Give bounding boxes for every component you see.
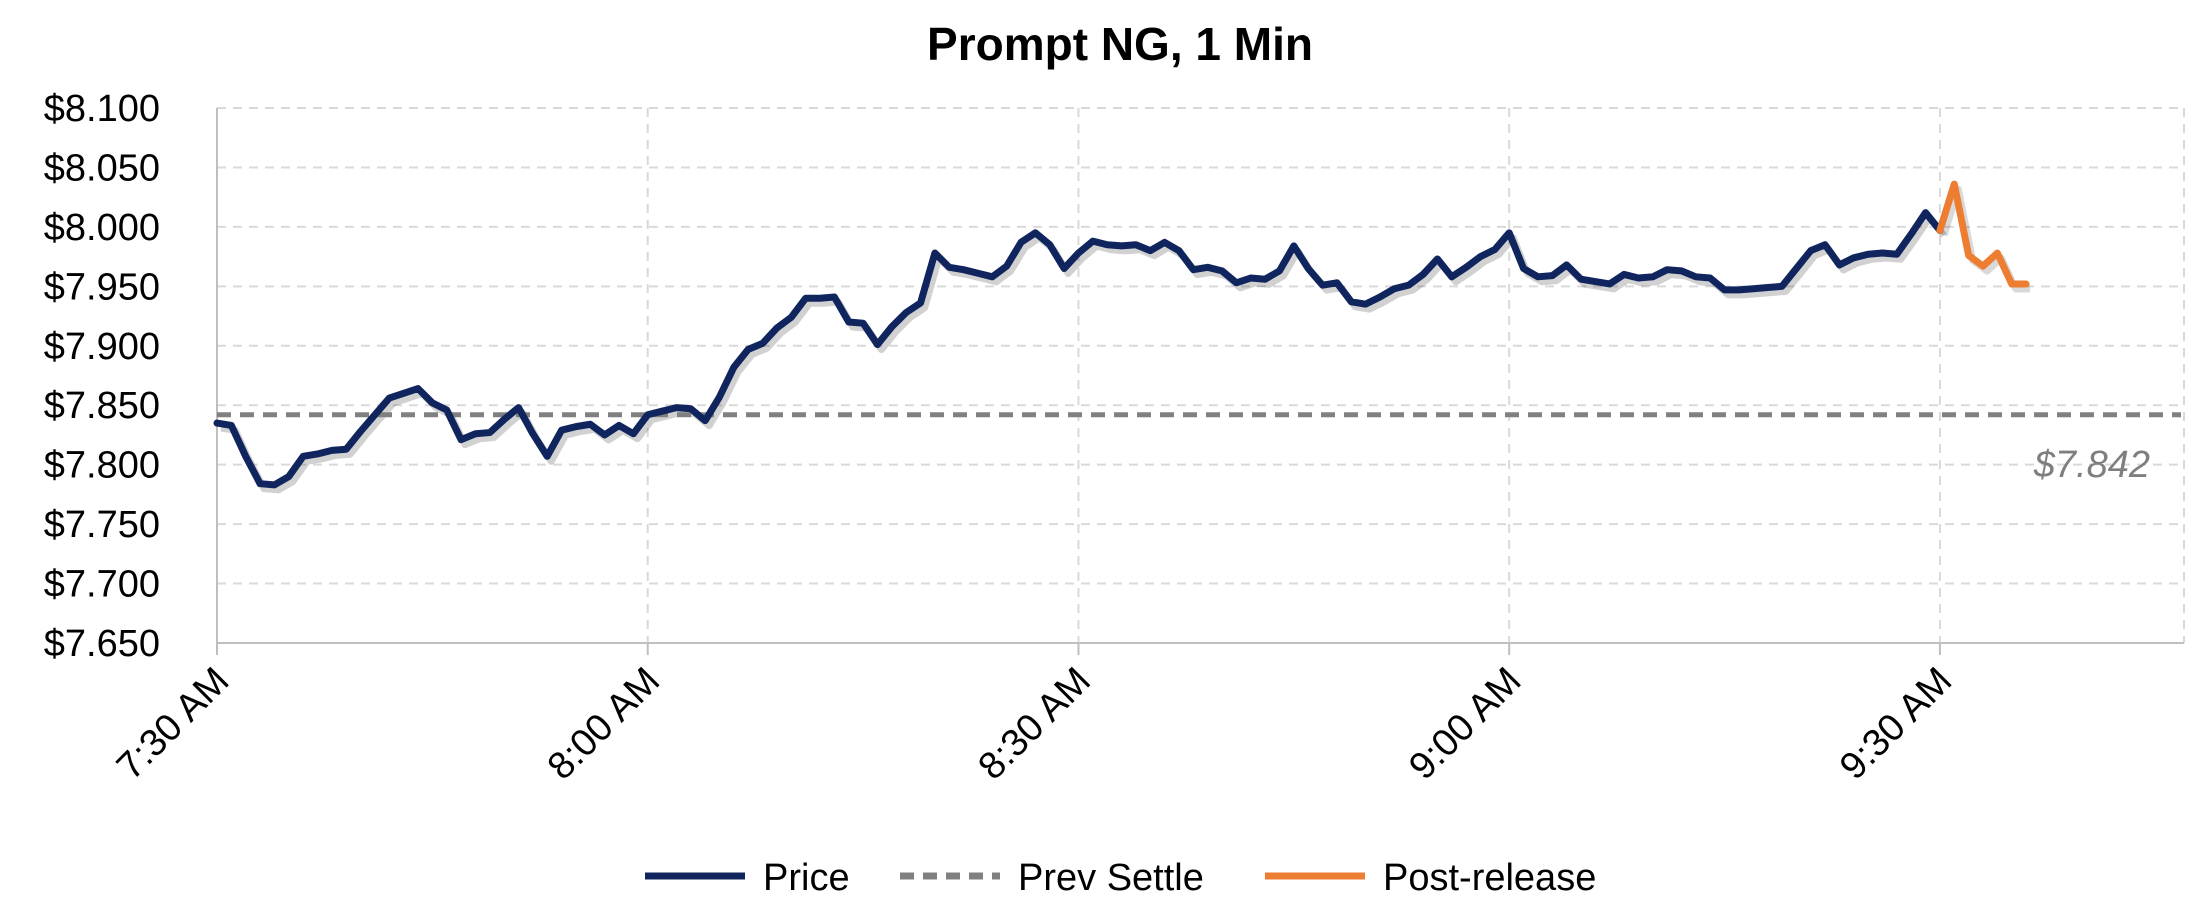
chart-title: Prompt NG, 1 Min <box>927 18 1313 70</box>
prev-settle-annotation: $7.842 <box>2033 444 2150 486</box>
legend: Price Prev Settle Post-release <box>645 857 1596 899</box>
x-axis-ticks: 7:30 AM 8:00 AM 8:30 AM 9:00 AM 9:30 AM <box>109 660 1960 788</box>
legend-label: Post-release <box>1383 857 1596 899</box>
x-tick-label: 9:00 AM <box>1401 660 1529 788</box>
x-tick-label: 8:00 AM <box>540 660 668 788</box>
series-group <box>213 180 2181 494</box>
y-tick-label: $7.850 <box>44 385 160 427</box>
y-tick-label: $7.950 <box>44 266 160 308</box>
legend-label: Prev Settle <box>1018 857 1204 899</box>
x-tick-label: 9:30 AM <box>1832 660 1960 788</box>
legend-label: Price <box>763 857 850 899</box>
y-axis-ticks: $8.100 $8.050 $8.000 $7.950 $7.900 $7.850 $7.8… <box>44 88 160 665</box>
grid-lines <box>216 107 2185 643</box>
x-tick-label: 8:30 AM <box>971 660 1099 788</box>
price-line <box>213 209 1944 489</box>
y-tick-label: $7.900 <box>44 326 160 368</box>
price-line-shadow <box>220 214 1947 494</box>
legend-item-prev-settle: Prev Settle <box>900 857 1204 899</box>
post-release-line <box>1936 180 2030 288</box>
y-tick-label: $8.100 <box>44 88 160 130</box>
y-tick-label: $7.650 <box>44 623 160 665</box>
y-tick-label: $7.750 <box>44 504 160 546</box>
axes <box>216 108 2184 655</box>
y-tick-label: $7.700 <box>44 564 160 606</box>
y-tick-label: $8.050 <box>44 147 160 189</box>
legend-item-post-release: Post-release <box>1265 857 1596 899</box>
y-tick-label: $8.000 <box>44 207 160 249</box>
y-tick-label: $7.800 <box>44 445 160 487</box>
x-tick-label: 7:30 AM <box>109 660 237 788</box>
legend-item-price: Price <box>645 857 850 899</box>
